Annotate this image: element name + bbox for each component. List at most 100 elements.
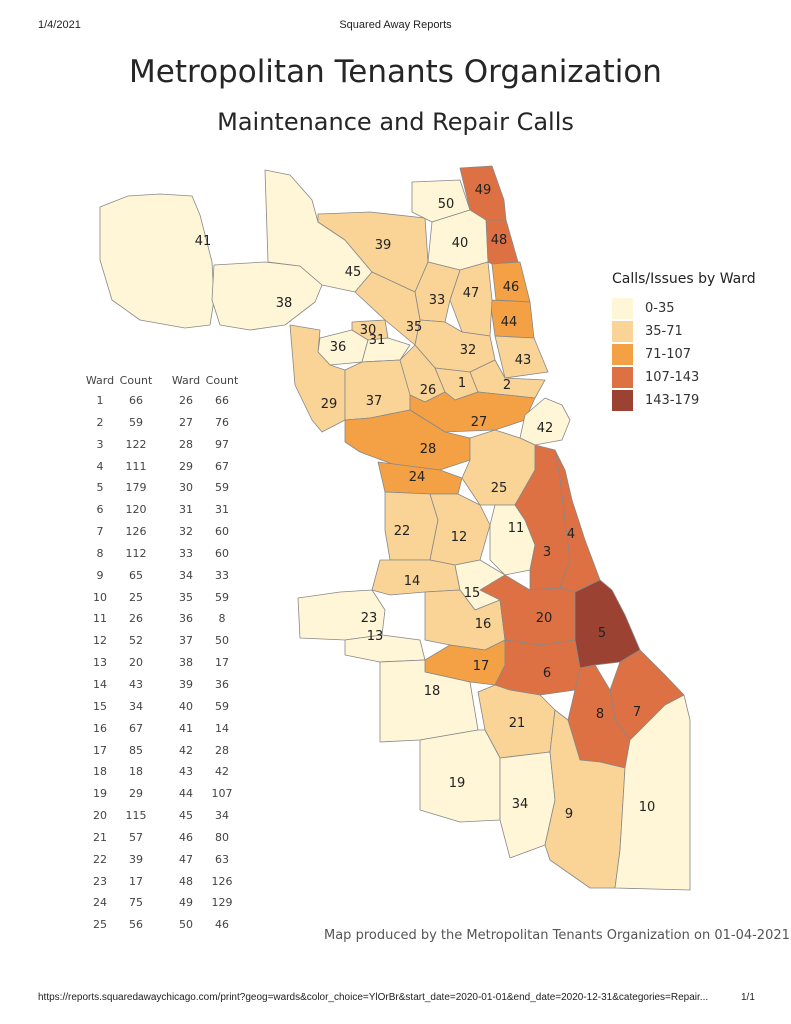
ward-number: 24 bbox=[93, 896, 107, 910]
table-row: 12 52 bbox=[84, 634, 156, 656]
ward-label-3: 3 bbox=[543, 545, 551, 560]
table-row: 29 67 bbox=[170, 460, 242, 482]
table-row: 21 57 bbox=[84, 831, 156, 853]
ward-label-28: 28 bbox=[420, 442, 437, 457]
ward-count: 34 bbox=[215, 809, 229, 823]
ward-count: 60 bbox=[215, 546, 229, 560]
ward-number: 42 bbox=[179, 743, 193, 757]
ward-label-22: 22 bbox=[394, 524, 411, 539]
ward-10[interactable] bbox=[614, 694, 691, 891]
page-title: Metropolitan Tenants Organization bbox=[129, 54, 662, 90]
ward-label-33: 33 bbox=[429, 293, 446, 308]
ward-number: 5 bbox=[96, 481, 104, 495]
ward-label-41: 41 bbox=[195, 234, 212, 249]
ward-number: 13 bbox=[93, 656, 107, 670]
ward-label-47: 47 bbox=[463, 286, 480, 301]
table-header-count: Count bbox=[119, 374, 153, 387]
ward-label-1: 1 bbox=[458, 376, 466, 391]
page-number: 1/1 bbox=[741, 992, 755, 1003]
table-row: 33 60 bbox=[170, 547, 242, 569]
table-row: 16 67 bbox=[84, 722, 156, 744]
ward-number: 37 bbox=[179, 634, 193, 648]
ward-label-46: 46 bbox=[503, 280, 520, 295]
legend-item: 143-179 bbox=[612, 389, 756, 412]
table-row: 31 31 bbox=[170, 503, 242, 525]
ward-6[interactable] bbox=[494, 639, 581, 696]
ward-number: 34 bbox=[179, 568, 193, 582]
ward-number: 43 bbox=[179, 765, 193, 779]
table-row: 4 111 bbox=[84, 460, 156, 482]
table-row: 49 129 bbox=[170, 896, 242, 918]
ward-number: 32 bbox=[179, 525, 193, 539]
ward-38[interactable] bbox=[211, 261, 323, 331]
ward-label-40: 40 bbox=[452, 236, 469, 251]
table-header-count: Count bbox=[205, 374, 239, 387]
ward-number: 47 bbox=[179, 852, 193, 866]
ward-count: 59 bbox=[129, 415, 143, 429]
ward-number: 20 bbox=[93, 809, 107, 823]
ward-count: 60 bbox=[215, 525, 229, 539]
ward-number: 1 bbox=[96, 394, 104, 407]
print-site-title: Squared Away Reports bbox=[339, 19, 452, 31]
ward-count: 57 bbox=[129, 830, 143, 844]
ward-number: 12 bbox=[93, 634, 107, 648]
ward-41[interactable] bbox=[99, 193, 215, 329]
ward-number: 3 bbox=[96, 437, 104, 451]
ward-number: 10 bbox=[93, 590, 107, 604]
table-row: 10 25 bbox=[84, 591, 156, 613]
ward-label-50: 50 bbox=[438, 197, 455, 212]
ward-18[interactable] bbox=[379, 659, 479, 743]
ward-count: 122 bbox=[125, 437, 147, 451]
ward-count: 76 bbox=[215, 415, 229, 429]
table-header-ward: Ward bbox=[171, 374, 201, 387]
ward-label-26: 26 bbox=[420, 383, 437, 398]
ward-number: 7 bbox=[96, 525, 104, 539]
ward-count: 115 bbox=[125, 809, 147, 823]
ward-number: 30 bbox=[179, 481, 193, 495]
map-caption: Map produced by the Metropolitan Tenants… bbox=[324, 928, 790, 943]
ward-31[interactable] bbox=[361, 337, 411, 363]
ward-5[interactable] bbox=[574, 579, 641, 669]
table-row: 22 39 bbox=[84, 853, 156, 875]
ward-count: 42 bbox=[215, 765, 229, 779]
ward-number: 29 bbox=[179, 459, 193, 473]
ward-13[interactable] bbox=[344, 634, 426, 663]
ward-count: 43 bbox=[129, 677, 143, 691]
ward-label-39: 39 bbox=[375, 238, 392, 253]
table-row: 9 65 bbox=[84, 569, 156, 591]
table-row: 36 8 bbox=[170, 612, 242, 634]
ward-count: 67 bbox=[215, 459, 229, 473]
ward-count: 107 bbox=[211, 787, 233, 801]
ward-number: 9 bbox=[96, 568, 104, 582]
table-row: 5 179 bbox=[84, 481, 156, 503]
ward-label-16: 16 bbox=[475, 617, 492, 632]
ward-43[interactable] bbox=[494, 335, 549, 379]
table-row: 43 42 bbox=[170, 765, 242, 787]
table-row: 17 85 bbox=[84, 744, 156, 766]
legend-swatch bbox=[612, 390, 633, 411]
table-row: 3 122 bbox=[84, 438, 156, 460]
ward-number: 50 bbox=[179, 918, 193, 932]
ward-label-8: 8 bbox=[596, 707, 604, 722]
ward-label-31: 31 bbox=[369, 333, 386, 348]
ward-37[interactable] bbox=[344, 359, 411, 421]
legend-label: 71-107 bbox=[645, 347, 692, 362]
ward-count: 59 bbox=[215, 590, 229, 604]
legend-swatch bbox=[612, 344, 633, 365]
ward-count: 14 bbox=[215, 721, 229, 735]
legend-item: 35-71 bbox=[612, 320, 756, 343]
print-date: 1/4/2021 bbox=[38, 19, 81, 31]
table-row: 42 28 bbox=[170, 744, 242, 766]
ward-label-10: 10 bbox=[639, 800, 656, 815]
table-row: 24 75 bbox=[84, 896, 156, 918]
ward-count: 36 bbox=[215, 677, 229, 691]
ward-label-2: 2 bbox=[503, 378, 511, 393]
ward-count: 39 bbox=[129, 852, 143, 866]
ward-label-15: 15 bbox=[464, 586, 481, 601]
ward-23[interactable] bbox=[297, 589, 386, 641]
table-row: 11 26 bbox=[84, 612, 156, 634]
ward-number: 19 bbox=[93, 787, 107, 801]
table-row: 15 34 bbox=[84, 700, 156, 722]
footer-url: https://reports.squaredawaychicago.com/p… bbox=[38, 992, 709, 1003]
ward-label-19: 19 bbox=[449, 776, 466, 791]
